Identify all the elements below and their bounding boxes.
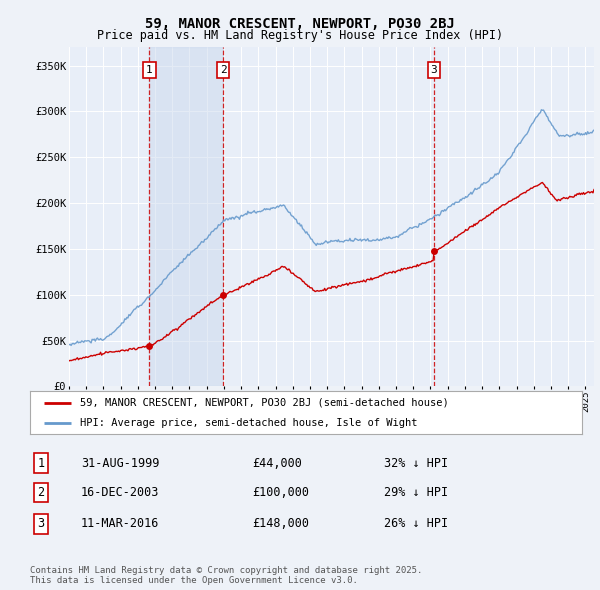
Text: Price paid vs. HM Land Registry's House Price Index (HPI): Price paid vs. HM Land Registry's House … — [97, 30, 503, 42]
Text: 26% ↓ HPI: 26% ↓ HPI — [384, 517, 448, 530]
Bar — [149, 47, 223, 386]
Text: 3: 3 — [430, 65, 437, 75]
Text: £100,000: £100,000 — [252, 486, 309, 499]
Text: 2: 2 — [37, 486, 44, 499]
Text: HPI: Average price, semi-detached house, Isle of Wight: HPI: Average price, semi-detached house,… — [80, 418, 417, 428]
Text: 59, MANOR CRESCENT, NEWPORT, PO30 2BJ: 59, MANOR CRESCENT, NEWPORT, PO30 2BJ — [145, 17, 455, 31]
Text: 1: 1 — [146, 65, 153, 75]
Text: 32% ↓ HPI: 32% ↓ HPI — [384, 457, 448, 470]
Text: 16-DEC-2003: 16-DEC-2003 — [81, 486, 160, 499]
Text: £44,000: £44,000 — [252, 457, 302, 470]
Text: 1: 1 — [37, 457, 44, 470]
Text: 31-AUG-1999: 31-AUG-1999 — [81, 457, 160, 470]
Text: £148,000: £148,000 — [252, 517, 309, 530]
Text: Contains HM Land Registry data © Crown copyright and database right 2025.
This d: Contains HM Land Registry data © Crown c… — [30, 566, 422, 585]
Text: 3: 3 — [37, 517, 44, 530]
Text: 11-MAR-2016: 11-MAR-2016 — [81, 517, 160, 530]
Text: 2: 2 — [220, 65, 227, 75]
Text: 59, MANOR CRESCENT, NEWPORT, PO30 2BJ (semi-detached house): 59, MANOR CRESCENT, NEWPORT, PO30 2BJ (s… — [80, 398, 448, 408]
Text: 29% ↓ HPI: 29% ↓ HPI — [384, 486, 448, 499]
